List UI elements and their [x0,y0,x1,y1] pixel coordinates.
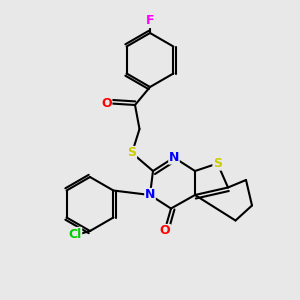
Text: N: N [169,151,179,164]
Text: F: F [146,14,154,28]
Text: S: S [128,146,136,160]
Text: Cl: Cl [68,227,82,241]
Text: O: O [101,97,112,110]
Text: N: N [145,188,155,202]
Text: O: O [160,224,170,238]
Text: S: S [213,157,222,170]
